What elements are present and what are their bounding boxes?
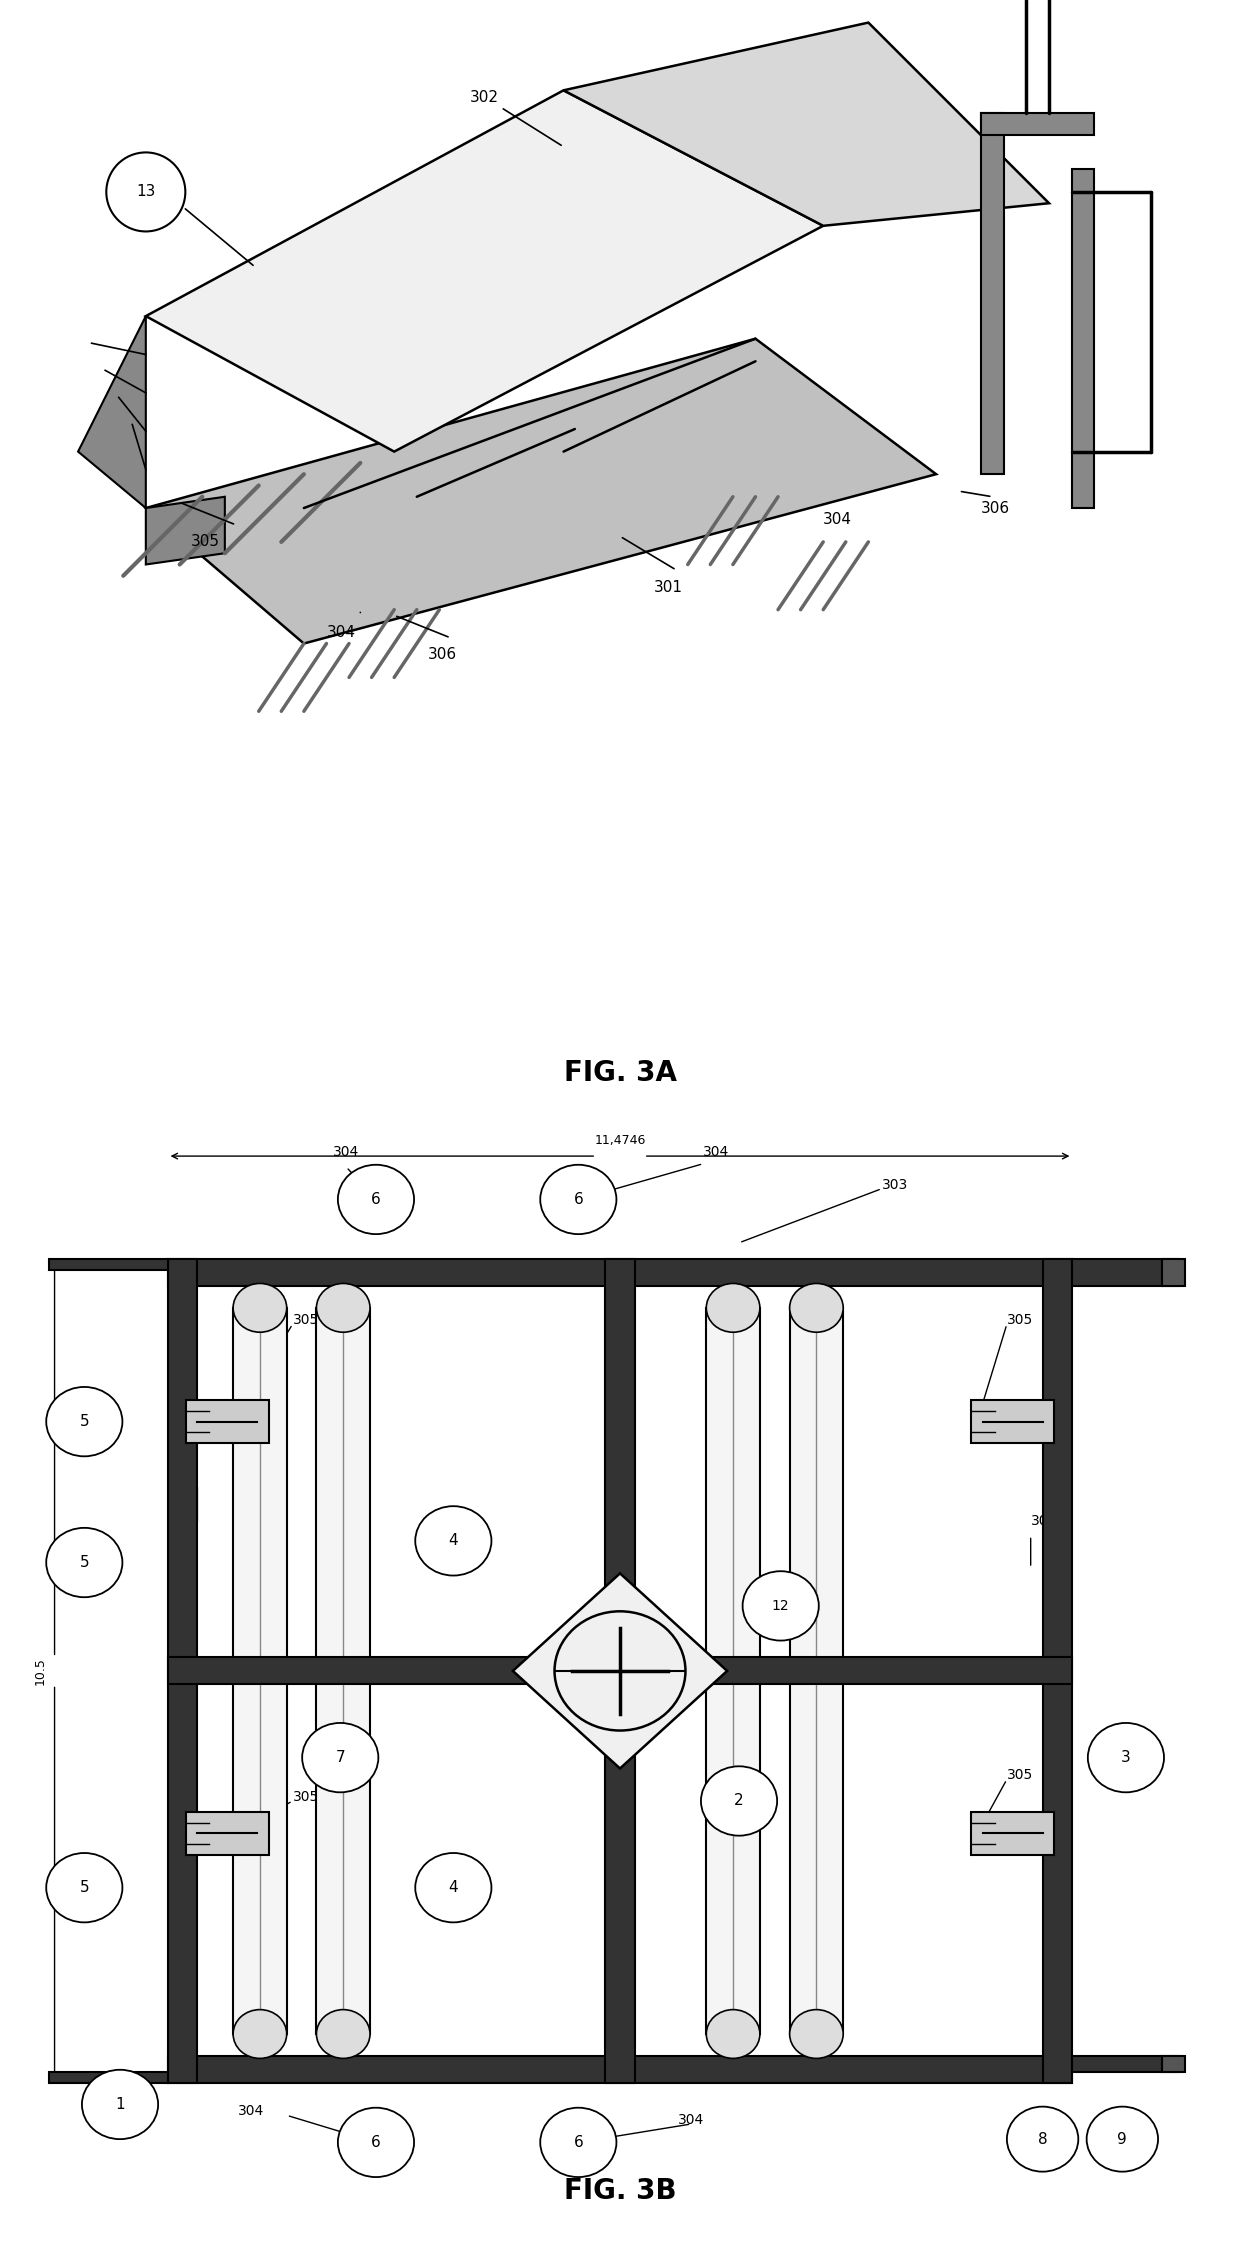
Circle shape [337,1165,414,1235]
Text: 305: 305 [1007,1314,1033,1328]
Polygon shape [563,23,1049,226]
Text: 12: 12 [771,1599,790,1612]
Text: 6: 6 [371,2134,381,2150]
Bar [1073,2055,1179,2073]
Bar [167,1657,1073,1684]
Circle shape [337,2107,414,2177]
Polygon shape [146,497,224,564]
Text: 304: 304 [326,625,356,639]
Bar [605,1260,635,2082]
Text: 305: 305 [293,1791,319,1804]
Bar [48,2073,167,2082]
Circle shape [541,1165,616,1235]
Text: 10.5: 10.5 [33,1657,47,1684]
Text: 4: 4 [449,1533,458,1549]
Bar [167,2055,1073,2082]
Circle shape [233,2010,286,2059]
Circle shape [707,2010,760,2059]
Circle shape [233,1283,286,1332]
Polygon shape [1071,169,1094,508]
Bar [233,1307,286,2034]
Text: 302: 302 [470,90,562,145]
Text: 304: 304 [238,2104,264,2118]
Text: 11,4746: 11,4746 [594,1134,646,1147]
Polygon shape [78,316,146,508]
Text: 305: 305 [1007,1768,1033,1782]
Circle shape [743,1572,818,1642]
Circle shape [46,1529,123,1596]
Circle shape [415,1854,491,1922]
Circle shape [82,2071,159,2138]
Text: 6: 6 [573,2134,583,2150]
Circle shape [316,1283,370,1332]
Circle shape [1007,2107,1079,2172]
Bar [186,1811,269,1856]
Text: 1: 1 [115,2098,125,2111]
Polygon shape [981,113,1094,135]
Text: FIG. 3B: FIG. 3B [564,2177,676,2206]
Text: 306: 306 [1030,1513,1056,1529]
Bar [167,1260,197,2082]
Text: 305: 305 [293,1314,319,1328]
Text: 306: 306 [428,648,458,662]
Text: 304: 304 [823,513,852,526]
Circle shape [46,1386,123,1456]
Text: 303: 303 [882,1179,908,1192]
Circle shape [1086,2107,1158,2172]
Text: 301: 301 [653,580,683,594]
Bar [1043,1260,1073,2082]
Bar [707,1307,760,2034]
Text: 304: 304 [334,1145,360,1158]
Bar [971,1400,1054,1443]
Bar [971,1811,1054,1856]
Bar [186,1400,269,1443]
Circle shape [707,1283,760,1332]
Polygon shape [146,339,936,644]
Bar [316,1307,370,2034]
Text: 6: 6 [573,1192,583,1208]
Circle shape [541,2107,616,2177]
Bar [790,1307,843,2034]
Text: 5: 5 [79,1556,89,1569]
Circle shape [303,1723,378,1793]
Circle shape [415,1506,491,1576]
Polygon shape [981,113,1004,474]
Text: FIG. 3A: FIG. 3A [563,1059,677,1086]
Text: 304: 304 [678,2113,704,2127]
Text: 5: 5 [79,1414,89,1429]
Text: 305: 305 [191,535,219,549]
Circle shape [46,1854,123,1922]
Circle shape [790,1283,843,1332]
Text: 9: 9 [1117,2132,1127,2147]
Bar [167,1260,1073,1287]
Text: 306: 306 [171,1459,197,1474]
Circle shape [316,2010,370,2059]
Text: 5: 5 [79,1881,89,1894]
Bar [1162,1260,1185,1287]
Text: 304: 304 [703,1145,729,1158]
Circle shape [701,1766,777,1836]
Text: 13: 13 [136,185,155,199]
Text: 3: 3 [1121,1750,1131,1766]
Bar [1162,2055,1185,2073]
Text: 306: 306 [981,501,1011,515]
Bar [48,1260,167,1269]
Circle shape [1087,1723,1164,1793]
Text: 6: 6 [371,1192,381,1208]
Bar [1073,1260,1179,1287]
Text: 4: 4 [449,1881,458,1894]
Text: 7: 7 [336,1750,345,1766]
Text: 8: 8 [1038,2132,1048,2147]
Circle shape [790,2010,843,2059]
Polygon shape [146,90,823,452]
Polygon shape [513,1574,727,1768]
Text: 2: 2 [734,1793,744,1809]
